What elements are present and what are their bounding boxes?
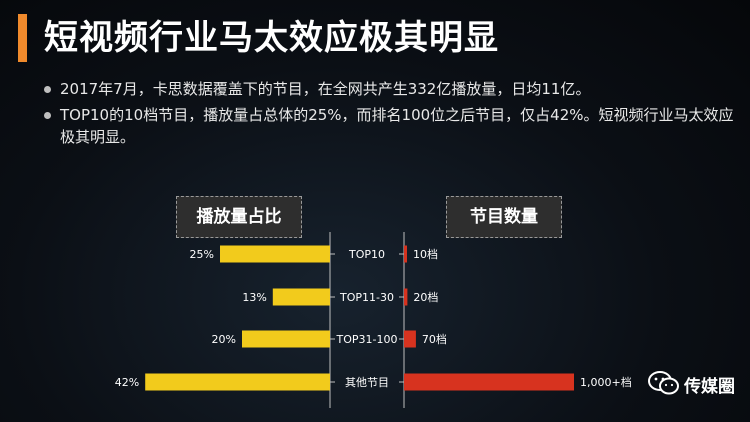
right-bar: [404, 288, 408, 306]
bullet-text: 2017年7月，卡思数据覆盖下的节目，在全网共产生332亿播放量，日均11亿。: [60, 80, 591, 98]
bullet-item: TOP10的10档节目，播放量占总体的25%，而排名100位之后节目，仅占42%…: [44, 104, 734, 148]
left-bar: [242, 330, 330, 348]
left-bar-label: 20%: [212, 333, 236, 346]
bullet-list: 2017年7月，卡思数据覆盖下的节目，在全网共产生332亿播放量，日均11亿。 …: [44, 78, 734, 152]
bullet-dot-icon: [44, 86, 51, 93]
right-bar-label: 20档: [413, 290, 438, 304]
left-bar-label: 42%: [115, 376, 139, 389]
wechat-icon: [648, 371, 679, 395]
category-label: 其他节目: [345, 376, 389, 389]
right-bar: [404, 245, 407, 263]
left-bar-label: 25%: [190, 248, 214, 261]
bullet-text: TOP10的10档节目，播放量占总体的25%，而排名100位之后节目，仅占42%…: [60, 106, 734, 146]
bullet-dot-icon: [44, 112, 51, 119]
right-bar-label: 70档: [422, 332, 447, 346]
category-label: TOP11-30: [339, 291, 394, 304]
title-accent-bar: [18, 14, 27, 62]
left-bar-label: 13%: [242, 291, 266, 304]
left-chart-header: 播放量占比: [176, 196, 302, 238]
right-chart-header: 节目数量: [446, 196, 562, 238]
category-label: TOP10: [348, 248, 385, 261]
bullet-item: 2017年7月，卡思数据覆盖下的节目，在全网共产生332亿播放量，日均11亿。: [44, 78, 734, 100]
right-bar: [404, 373, 574, 391]
left-bar: [272, 288, 330, 306]
category-label: TOP31-100: [336, 333, 398, 346]
right-bar: [404, 330, 416, 348]
page-title: 短视频行业马太效应极其明显: [44, 18, 499, 58]
watermark-text: 传媒圈: [684, 377, 735, 397]
left-bar: [145, 373, 330, 391]
right-bar-label: 10档: [413, 247, 438, 261]
left-bar: [220, 245, 330, 263]
right-bar-label: 1,000+档: [580, 375, 632, 389]
